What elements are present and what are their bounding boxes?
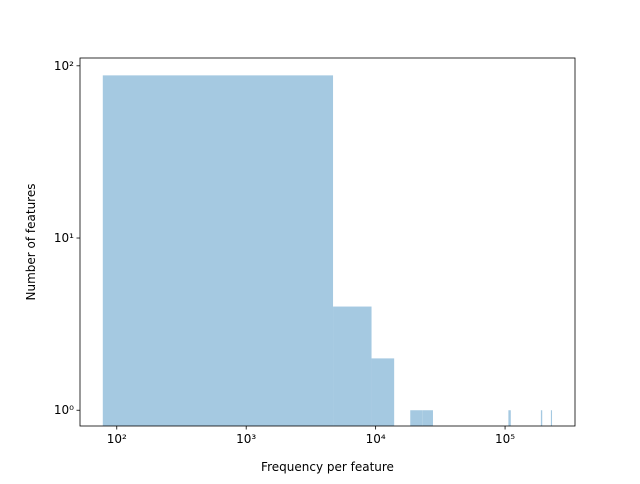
bar xyxy=(550,410,553,426)
x-tick-label: 10⁴ xyxy=(366,432,386,446)
y-tick-label: 10¹ xyxy=(54,231,74,245)
x-tick-label: 10⁵ xyxy=(495,432,515,446)
x-tick-label: 10² xyxy=(107,432,127,446)
bar xyxy=(422,410,433,426)
bar xyxy=(508,410,511,426)
bar xyxy=(540,410,543,426)
plot-frame xyxy=(79,57,576,427)
bar xyxy=(333,306,372,426)
bar xyxy=(102,75,334,426)
x-axis-label: Frequency per feature xyxy=(261,460,394,474)
y-axis-label: Number of features xyxy=(24,184,38,301)
y-tick-label: 10⁰ xyxy=(54,403,74,417)
bar xyxy=(410,410,423,426)
bar xyxy=(371,358,395,426)
x-tick-label: 10³ xyxy=(236,432,256,446)
y-tick-label: 10² xyxy=(54,59,74,73)
